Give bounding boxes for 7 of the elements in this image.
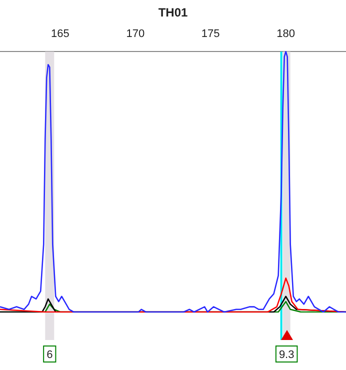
x-tick-label: 170 xyxy=(126,28,145,40)
x-tick-label: 180 xyxy=(276,28,296,40)
text: 6 xyxy=(46,349,53,362)
x-tick-label: 175 xyxy=(201,28,220,40)
chart-title: TH01 xyxy=(158,6,188,20)
text: 9.3 xyxy=(278,349,294,362)
x-tick-label: 165 xyxy=(50,28,70,40)
